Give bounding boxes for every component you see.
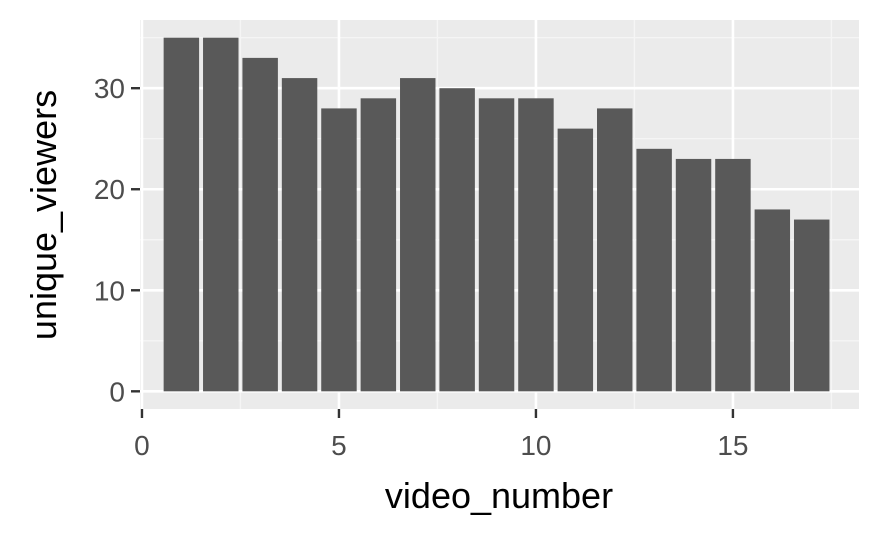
x-axis-title: video_number xyxy=(385,475,613,516)
axis-ticks xyxy=(131,87,735,418)
bar xyxy=(400,78,436,392)
bar xyxy=(518,98,554,392)
bar xyxy=(360,98,397,392)
x-tick-label: 10 xyxy=(520,430,551,461)
x-tick-label: 15 xyxy=(717,430,748,461)
bar xyxy=(754,209,791,392)
y-tick-label: 10 xyxy=(94,275,125,306)
bar xyxy=(557,128,594,392)
bar xyxy=(675,158,712,392)
y-axis-title: unique_viewers xyxy=(23,90,64,340)
y-tick-label: 20 xyxy=(94,174,125,205)
bar xyxy=(636,148,672,392)
bar xyxy=(597,108,633,392)
x-tick-label: 5 xyxy=(331,430,347,461)
y-tick-labels: 0 10 20 30 xyxy=(94,73,125,407)
bar xyxy=(203,37,239,392)
bar xyxy=(242,57,278,392)
bar xyxy=(281,78,318,392)
bar xyxy=(439,88,475,392)
bar xyxy=(715,158,751,392)
bar xyxy=(478,98,515,392)
x-tick-labels: 0 5 10 15 xyxy=(134,430,748,461)
y-tick-label: 0 xyxy=(109,376,125,407)
bar xyxy=(793,219,830,392)
y-tick-label: 30 xyxy=(94,73,125,104)
bar xyxy=(163,37,200,392)
bar xyxy=(321,108,357,392)
bars xyxy=(163,37,830,392)
x-tick-label: 0 xyxy=(134,430,150,461)
